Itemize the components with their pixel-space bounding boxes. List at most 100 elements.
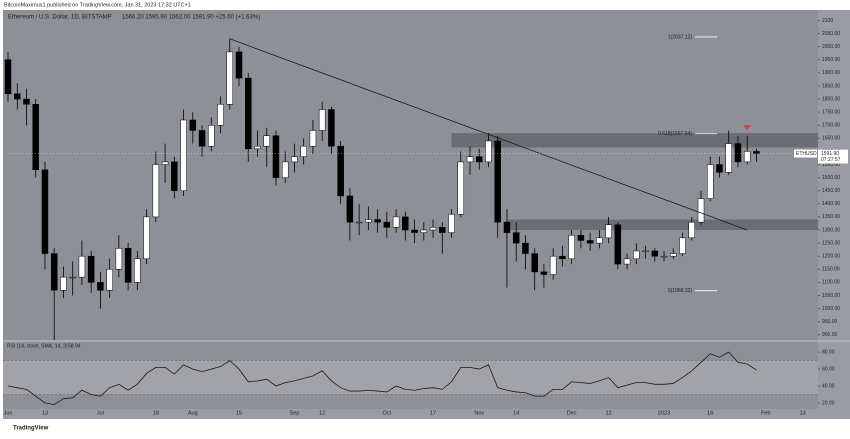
y-tick-label: 2000.00 (822, 44, 840, 50)
candle-body (706, 164, 714, 199)
y-tick-label: 1900.00 (822, 70, 840, 76)
candle-body (559, 255, 566, 260)
candle-body (208, 124, 215, 147)
candle-body (439, 227, 446, 233)
fib-label: 0(1068.32) (668, 288, 693, 294)
time-axis-background (3, 409, 850, 419)
x-tick-label: Feb (761, 410, 770, 416)
candle-body (365, 219, 372, 223)
candle-body (328, 109, 335, 147)
candle-body (143, 216, 150, 260)
candle-body (651, 250, 659, 257)
candle-body (32, 104, 39, 171)
chart-title: Ethereum / U.S. Dollar, 1D, BITSTAMP (8, 15, 112, 21)
resistance-zone (451, 133, 818, 148)
candle-body (531, 253, 538, 273)
candle-body (614, 224, 622, 265)
y-tick-label: 1550.00 (822, 162, 840, 168)
candle-body (337, 145, 344, 197)
rsi-value: 58.94 (68, 343, 81, 349)
candle-body (254, 145, 261, 150)
x-tick-label: 14 (513, 410, 519, 416)
candle-body (586, 240, 594, 244)
candle-body (660, 255, 668, 258)
candle-body (134, 258, 141, 283)
candle-body (281, 161, 289, 178)
rsi-y-tick-label: 20.00 (822, 400, 835, 406)
countdown: 07:27:57 (821, 157, 841, 163)
candle-body (161, 161, 169, 165)
candle-body (540, 271, 548, 275)
rsi-title: RSI (14, close, SMA, 14, 2) (7, 343, 68, 349)
candle-body (263, 135, 270, 147)
candle-body (679, 237, 686, 254)
candle-body (429, 227, 437, 231)
candle-body (512, 232, 520, 244)
candle-body (623, 258, 631, 265)
candle-body (503, 221, 511, 233)
candle-body (743, 151, 751, 163)
candle-body (688, 221, 696, 239)
x-tick-label: Oct (383, 410, 392, 416)
candle-body (355, 221, 363, 224)
rsi-band (3, 360, 818, 395)
y-tick-label: 950.00 (822, 319, 838, 325)
rsi-y-tick-label: 40.00 (822, 383, 835, 389)
fib-label: 0.618(1667.64) (658, 131, 692, 137)
y-tick-label: 1250.00 (822, 240, 840, 246)
price-axis-background (818, 10, 850, 409)
x-tick-label: 13 (42, 410, 48, 416)
x-tick-label: 2023 (658, 410, 670, 416)
candle-body (605, 224, 612, 239)
candle-body (485, 140, 492, 163)
y-tick-label: 1750.00 (822, 109, 840, 115)
y-tick-label: 1350.00 (822, 214, 840, 220)
candle-body (226, 51, 234, 105)
candle-body (670, 253, 677, 257)
candle-body (309, 130, 317, 147)
y-tick-label: 1400.00 (822, 201, 840, 207)
candle-body (596, 237, 603, 244)
rsi-y-tick-label: 80.00 (822, 349, 835, 355)
candle-body (171, 161, 178, 191)
candle-body (522, 242, 529, 254)
candle-body (272, 135, 280, 178)
y-tick-label: 1300.00 (822, 227, 840, 233)
y-tick-label: 1800.00 (822, 96, 840, 102)
x-tick-label: Dec (567, 410, 577, 416)
candle-body (475, 156, 483, 163)
fib-label: 1(2037.12) (668, 34, 693, 40)
symbol-label: ETHUSD (796, 151, 817, 157)
candle-body (457, 161, 465, 215)
y-tick-label: 1000.00 (822, 306, 840, 312)
y-tick-label: 1950.00 (822, 57, 840, 63)
x-tick-label: 17 (430, 410, 436, 416)
ohlc-summary: 1566.20 1595.90 1562.00 1591.90 +25.60 (… (122, 15, 260, 21)
candle-body (235, 51, 243, 79)
x-tick-label: Jul (97, 410, 104, 416)
publisher: BitcoinMaximus1 published on TradingView… (4, 2, 191, 8)
resistance-zone (506, 219, 818, 230)
candle-body (106, 269, 113, 291)
y-tick-label: 1150.00 (822, 267, 840, 273)
candle-body (97, 282, 104, 291)
candle-body (23, 98, 30, 105)
candle-body (568, 234, 575, 260)
candle-body (60, 276, 67, 291)
y-tick-label: 1100.00 (822, 280, 840, 286)
candle-body (753, 151, 760, 154)
candle-body (87, 255, 95, 283)
y-tick-label: 2100 (822, 18, 833, 24)
candle-body (577, 234, 585, 241)
candle-body (291, 156, 298, 163)
x-tick-label: 16 (707, 410, 713, 416)
candle-body (189, 119, 197, 131)
x-tick-label: Nov (474, 410, 484, 416)
candle-body (244, 77, 252, 150)
x-tick-label: 13 (800, 410, 806, 416)
y-tick-label: 1500.00 (822, 175, 840, 181)
candle-body (13, 93, 21, 100)
candle-body (78, 255, 86, 278)
